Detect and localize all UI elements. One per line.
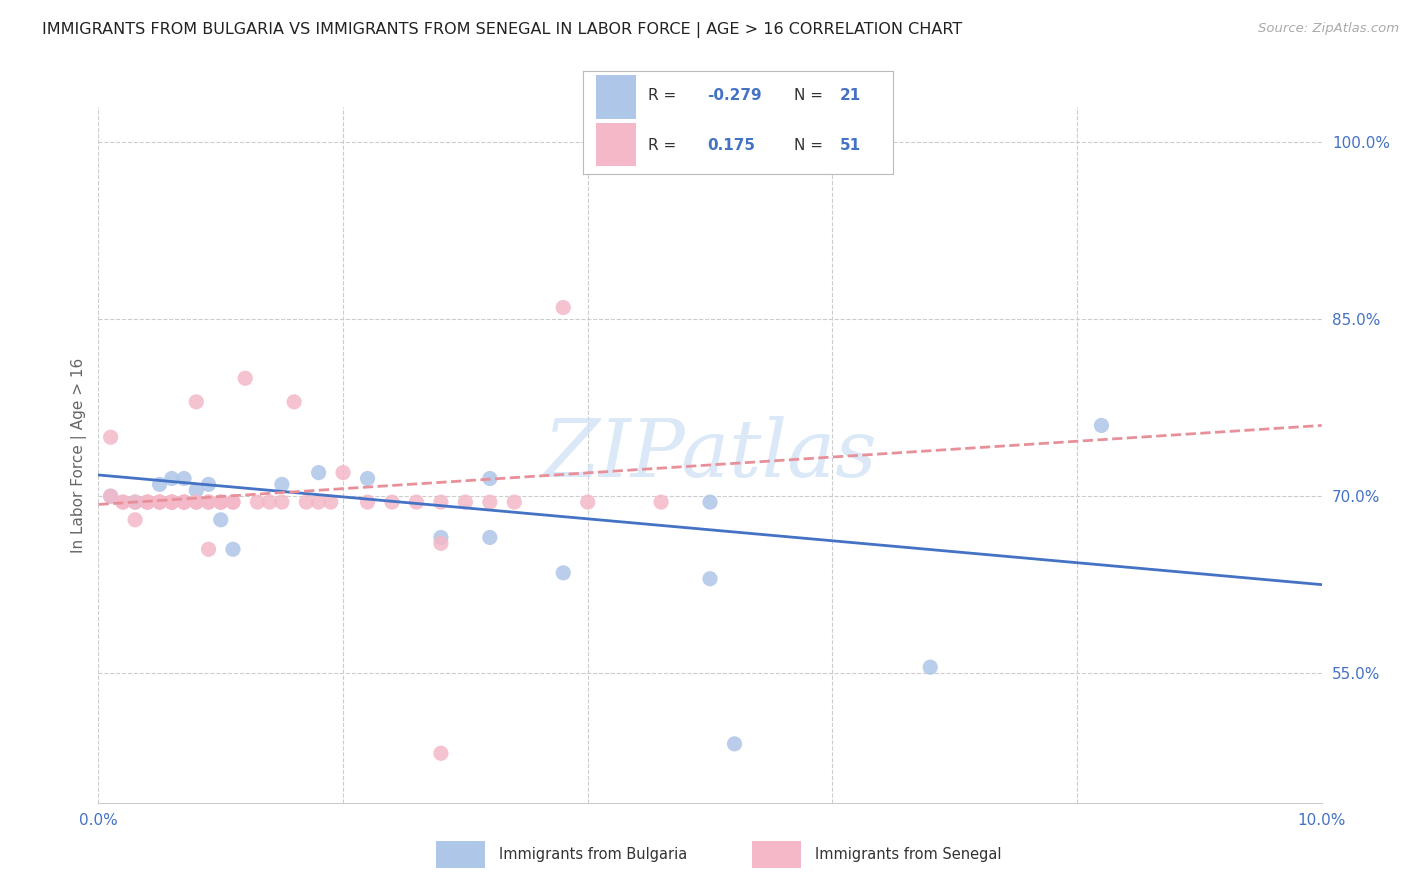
FancyBboxPatch shape [596,122,636,166]
Point [209,495,232,509]
Point [553,566,575,580]
Point [222,542,245,557]
Point [186,483,208,498]
Point [149,495,172,509]
Point [173,495,195,509]
Point [197,477,219,491]
Point [186,495,208,509]
Point [478,531,501,545]
Point [124,495,146,509]
Point [283,395,305,409]
Point [259,495,281,509]
Text: 21: 21 [841,88,862,103]
Point [111,495,134,509]
Point [405,495,427,509]
Point [197,495,219,509]
Point [1090,418,1112,433]
Point [356,471,378,485]
Point [124,513,146,527]
Text: 51: 51 [841,137,862,153]
Point [319,495,342,509]
Point [209,513,232,527]
Point [149,477,172,491]
Point [160,495,183,509]
Point [111,495,134,509]
Point [920,660,942,674]
Point [197,495,219,509]
Y-axis label: In Labor Force | Age > 16: In Labor Force | Age > 16 [72,358,87,552]
FancyBboxPatch shape [752,841,801,868]
Point [209,495,232,509]
Point [160,495,183,509]
Point [197,542,219,557]
Point [454,495,477,509]
Text: Immigrants from Senegal: Immigrants from Senegal [815,847,1002,862]
Point [222,495,245,509]
Text: -0.279: -0.279 [707,88,762,103]
Point [173,495,195,509]
Text: IMMIGRANTS FROM BULGARIA VS IMMIGRANTS FROM SENEGAL IN LABOR FORCE | AGE > 16 CO: IMMIGRANTS FROM BULGARIA VS IMMIGRANTS F… [42,22,963,38]
Point [356,495,378,509]
Point [246,495,269,509]
Text: R =: R = [648,88,682,103]
Point [100,430,122,444]
Point [381,495,404,509]
Point [149,495,172,509]
Point [503,495,526,509]
Point [136,495,159,509]
Point [308,495,330,509]
Point [430,495,453,509]
Point [699,495,721,509]
Point [173,495,195,509]
Point [430,746,453,760]
Text: Source: ZipAtlas.com: Source: ZipAtlas.com [1258,22,1399,36]
Point [124,495,146,509]
Point [430,536,453,550]
Text: R =: R = [648,137,682,153]
Point [160,471,183,485]
Point [430,531,453,545]
Point [160,495,183,509]
Point [136,495,159,509]
Point [173,471,195,485]
Text: 0.175: 0.175 [707,137,755,153]
Point [478,471,501,485]
Point [209,495,232,509]
Point [332,466,354,480]
Point [149,495,172,509]
Point [186,495,208,509]
Point [478,495,501,509]
Point [576,495,599,509]
Point [308,466,330,480]
Text: N =: N = [794,88,828,103]
Point [553,301,575,315]
Point [100,489,122,503]
FancyBboxPatch shape [436,841,485,868]
Point [100,489,122,503]
Text: ZIPatlas: ZIPatlas [543,417,877,493]
Point [270,495,292,509]
Point [650,495,672,509]
Text: N =: N = [794,137,828,153]
Point [233,371,256,385]
Point [222,495,245,509]
Point [186,395,208,409]
Point [723,737,745,751]
Point [270,477,292,491]
Point [160,495,183,509]
Text: Immigrants from Bulgaria: Immigrants from Bulgaria [499,847,688,862]
Point [295,495,318,509]
Point [699,572,721,586]
FancyBboxPatch shape [596,76,636,119]
Point [136,495,159,509]
